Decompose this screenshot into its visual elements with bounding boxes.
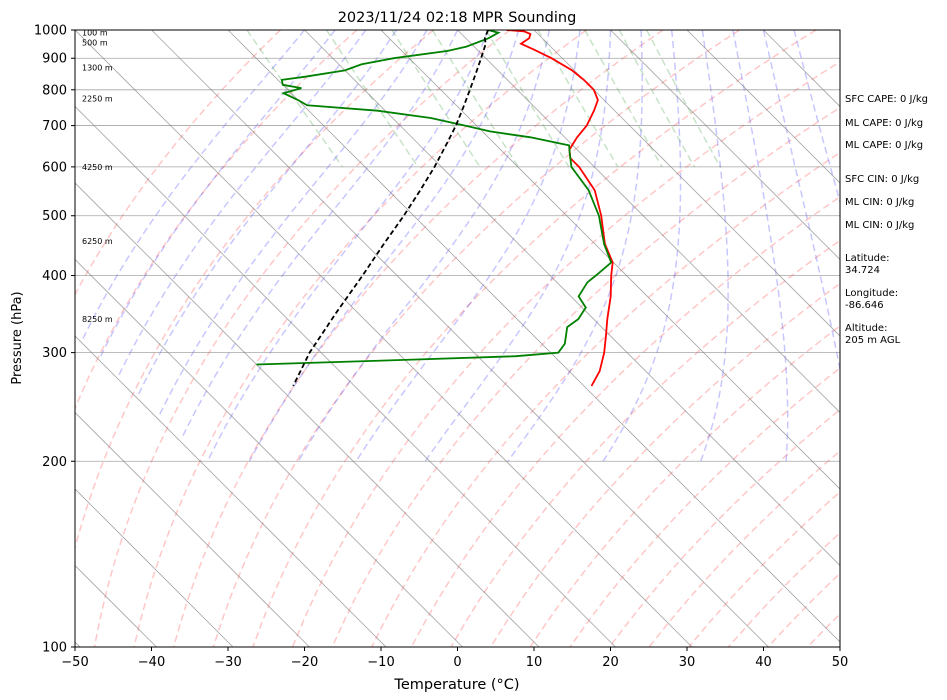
dewpoint-line	[256, 30, 613, 366]
chart-title: 2023/11/24 02:18 MPR Sounding	[338, 10, 577, 26]
moist-adiabat	[182, 30, 459, 437]
moist-adiabat	[602, 30, 682, 462]
moist-adiabat	[507, 30, 643, 462]
dry-adiabat	[93, 30, 511, 647]
x-tick-label: 10	[526, 655, 543, 670]
height-label: 500 m	[82, 38, 108, 47]
stat-line: SFC CIN: 0 J/kg	[845, 174, 919, 185]
height-label: 6250 m	[82, 237, 113, 246]
moist-adiabat	[81, 30, 306, 340]
x-tick-label: −40	[138, 655, 165, 670]
isotherm	[75, 30, 693, 647]
stat-line: -86.646	[845, 300, 884, 311]
moist-adiabat	[355, 30, 581, 462]
x-axis-label: Temperature (°C)	[393, 677, 519, 693]
moist-adiabat	[117, 30, 367, 377]
x-tick-label: −20	[291, 655, 318, 670]
stats-panel: SFC CAPE: 0 J/kg ML CAPE: 0 J/kg ML CAPE: …	[845, 94, 928, 346]
isotherm	[75, 335, 387, 647]
y-tick-label: 300	[42, 346, 67, 361]
isotherm	[380, 30, 840, 490]
x-tick-label: 30	[679, 655, 696, 670]
y-tick-label: 200	[42, 455, 67, 470]
grid	[0, 30, 840, 647]
dry-adiabat	[371, 151, 840, 647]
height-label: 4250 m	[82, 163, 113, 172]
isotherm	[304, 30, 840, 567]
dry-adiabat	[75, 30, 281, 296]
stat-line: ML CAPE: 0 J/kg	[845, 118, 923, 129]
moist-adiabat	[99, 30, 336, 358]
y-tick-label: 400	[42, 269, 67, 284]
stat-line: Longitude:	[845, 288, 898, 299]
parcel-line	[292, 30, 489, 387]
height-label: 100 m	[82, 29, 108, 38]
isotherm	[686, 30, 840, 184]
y-axis-label: Pressure (hPa)	[10, 291, 25, 384]
stat-line: Altitude:	[845, 323, 887, 334]
stat-line: ML CIN: 0 J/kg	[845, 220, 914, 231]
moist-adiabat	[762, 30, 840, 374]
stat-line: ML CAPE: 0 J/kg	[845, 140, 923, 151]
y-tick-label: 600	[42, 160, 67, 175]
x-tick-label: 20	[602, 655, 619, 670]
dry-adiabat	[291, 60, 840, 647]
x-tick-label: 40	[755, 655, 772, 670]
dry-adiabat	[410, 195, 840, 647]
isotherm	[610, 30, 840, 261]
dry-adiabat	[75, 30, 358, 411]
x-axis: −50 −40 −30 −20 −10 0 10 20 30 40 50	[61, 647, 848, 670]
isotherm	[227, 30, 840, 643]
isotherm	[457, 30, 840, 414]
x-tick-label: 0	[453, 655, 461, 670]
y-axis: 1000 900 800 700 600 500 400 300 200 100	[34, 24, 75, 656]
stat-line: 205 m AGL	[845, 335, 901, 346]
y-tick-label: 700	[42, 119, 67, 134]
height-label: 1300 m	[82, 63, 113, 72]
dry-adiabat	[133, 30, 587, 647]
y-tick-label: 1000	[34, 24, 67, 39]
dry-adiabat	[331, 106, 840, 647]
x-tick-label: 50	[832, 655, 849, 670]
isotherm	[75, 411, 310, 647]
y-tick-label: 800	[42, 83, 67, 98]
stat-line: ML CIN: 0 J/kg	[845, 197, 914, 208]
y-tick-label: 100	[42, 641, 67, 656]
series-layer	[256, 30, 614, 387]
stat-line: Latitude:	[845, 253, 890, 264]
dry-adiabat	[75, 30, 434, 551]
moist-adiabat	[732, 30, 789, 462]
moist-adiabat	[136, 30, 397, 397]
temperature-line	[506, 30, 614, 387]
y-tick-label: 900	[42, 52, 67, 67]
isotherm	[75, 488, 234, 647]
stat-line: SFC CAPE: 0 J/kg	[845, 94, 928, 105]
dry-adiabat	[172, 30, 664, 647]
dry-adiabat	[252, 30, 817, 647]
isotherm	[0, 30, 4, 647]
stat-line: 34.724	[845, 265, 880, 276]
isotherm	[75, 182, 540, 647]
isotherm	[151, 30, 769, 647]
moist-adiabat	[699, 30, 729, 462]
height-label: 8250 m	[82, 315, 113, 324]
x-tick-label: −50	[61, 655, 88, 670]
moist-adiabat	[157, 30, 428, 419]
moist-adiabat	[793, 30, 840, 205]
isotherm	[75, 258, 463, 647]
x-tick-label: −30	[214, 655, 241, 670]
height-label: 2250 m	[82, 94, 113, 103]
x-tick-label: −10	[367, 655, 394, 670]
moist-adiabat	[297, 30, 551, 462]
y-tick-label: 500	[42, 209, 67, 224]
dry-adiabat	[212, 30, 740, 647]
isotherm	[533, 30, 840, 337]
isotherm	[75, 105, 616, 647]
